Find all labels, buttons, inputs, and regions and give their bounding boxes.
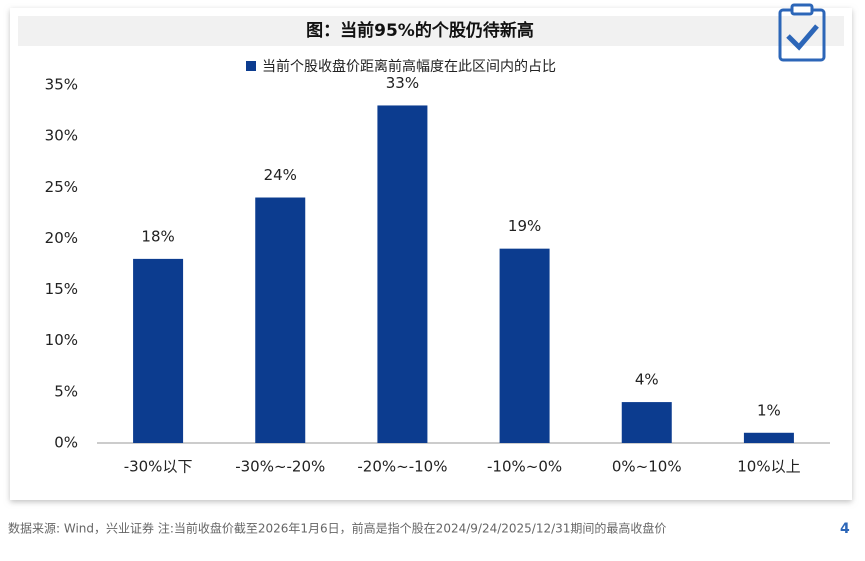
bar bbox=[621, 402, 672, 443]
bar bbox=[377, 105, 428, 443]
y-tick-label: 20% bbox=[45, 229, 78, 247]
bar bbox=[743, 432, 794, 443]
x-tick-label: -30%~-20% bbox=[235, 458, 325, 476]
y-tick-label: 15% bbox=[45, 280, 78, 298]
source-note: 数据来源: Wind，兴业证券 注:当前收盘价截至2026年1月6日，前高是指个… bbox=[8, 521, 666, 536]
data-label: 33% bbox=[386, 74, 419, 92]
bar bbox=[499, 248, 550, 443]
x-tick-label: -20%~-10% bbox=[357, 458, 447, 476]
data-label: 24% bbox=[264, 166, 297, 184]
chart-title: 图：当前95%的个股仍待新高 bbox=[306, 20, 534, 41]
bar bbox=[255, 197, 306, 443]
y-tick-label: 10% bbox=[45, 331, 78, 349]
y-tick-label: 35% bbox=[45, 76, 78, 94]
page-number: 4 bbox=[840, 521, 850, 537]
y-tick-label: 5% bbox=[54, 382, 78, 400]
y-tick-label: 25% bbox=[45, 178, 78, 196]
data-label: 1% bbox=[757, 401, 781, 419]
y-tick-label: 0% bbox=[54, 434, 78, 452]
x-tick-label: -30%以下 bbox=[124, 458, 193, 476]
data-label: 18% bbox=[141, 227, 174, 245]
clipboard-icon bbox=[778, 3, 826, 62]
x-tick-label: -10%~0% bbox=[487, 458, 562, 476]
title-band bbox=[18, 16, 844, 46]
legend-swatch bbox=[246, 61, 256, 71]
x-tick-label: 0%~10% bbox=[612, 458, 682, 476]
bar bbox=[133, 258, 184, 443]
y-tick-label: 30% bbox=[45, 127, 78, 145]
data-label: 4% bbox=[635, 371, 659, 389]
x-tick-label: 10%以上 bbox=[737, 458, 800, 476]
data-label: 19% bbox=[508, 217, 541, 235]
legend-label: 当前个股收盘价距离前高幅度在此区间内的占比 bbox=[262, 58, 556, 75]
